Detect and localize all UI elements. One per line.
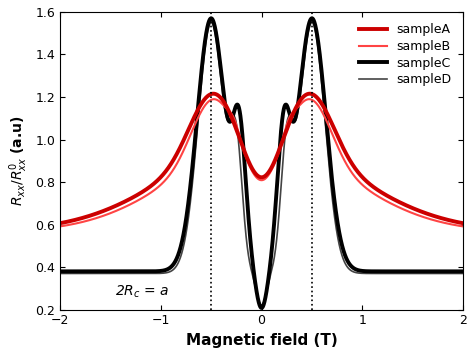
sampleB [350, 172, 356, 176]
sampleB [57, 224, 63, 229]
sampleC [460, 269, 466, 273]
sampleB [460, 224, 466, 229]
sampleA [57, 221, 63, 225]
sampleD [259, 303, 264, 307]
sampleA [249, 165, 255, 170]
sampleB [448, 222, 454, 226]
sampleC [428, 269, 434, 273]
Legend: sampleA, sampleB, sampleC, sampleD: sampleA, sampleB, sampleC, sampleD [354, 18, 457, 92]
sampleB [230, 113, 236, 118]
sampleD [227, 119, 232, 123]
sampleB [306, 97, 312, 101]
sampleA [428, 213, 434, 217]
sampleA [230, 118, 236, 122]
sampleC [350, 266, 356, 270]
sampleC [227, 120, 232, 124]
sampleD [230, 114, 236, 119]
Text: 2R$_c$ = a: 2R$_c$ = a [115, 284, 170, 300]
X-axis label: Magnetic field (T): Magnetic field (T) [186, 333, 337, 348]
sampleD [350, 269, 356, 274]
Line: sampleA: sampleA [60, 94, 463, 223]
Line: sampleD: sampleD [60, 23, 463, 305]
sampleC [57, 269, 63, 273]
sampleB [428, 217, 434, 222]
sampleB [227, 109, 232, 113]
sampleC [249, 251, 255, 255]
sampleA [448, 218, 454, 223]
sampleA [210, 92, 216, 96]
sampleC [259, 306, 264, 310]
sampleA [460, 221, 466, 225]
sampleA [350, 163, 356, 167]
sampleC [209, 16, 214, 21]
sampleC [230, 115, 236, 119]
Line: sampleC: sampleC [60, 18, 463, 308]
Line: sampleB: sampleB [60, 99, 463, 226]
sampleD [428, 271, 434, 275]
sampleD [448, 271, 454, 275]
sampleD [57, 271, 63, 275]
sampleB [249, 168, 255, 172]
Y-axis label: $R_{xx}/R^{0}_{xx}$ (a.u): $R_{xx}/R^{0}_{xx}$ (a.u) [7, 115, 29, 206]
sampleA [227, 110, 232, 115]
sampleD [460, 271, 466, 275]
sampleD [209, 21, 214, 25]
sampleD [249, 269, 255, 273]
sampleC [448, 269, 454, 273]
